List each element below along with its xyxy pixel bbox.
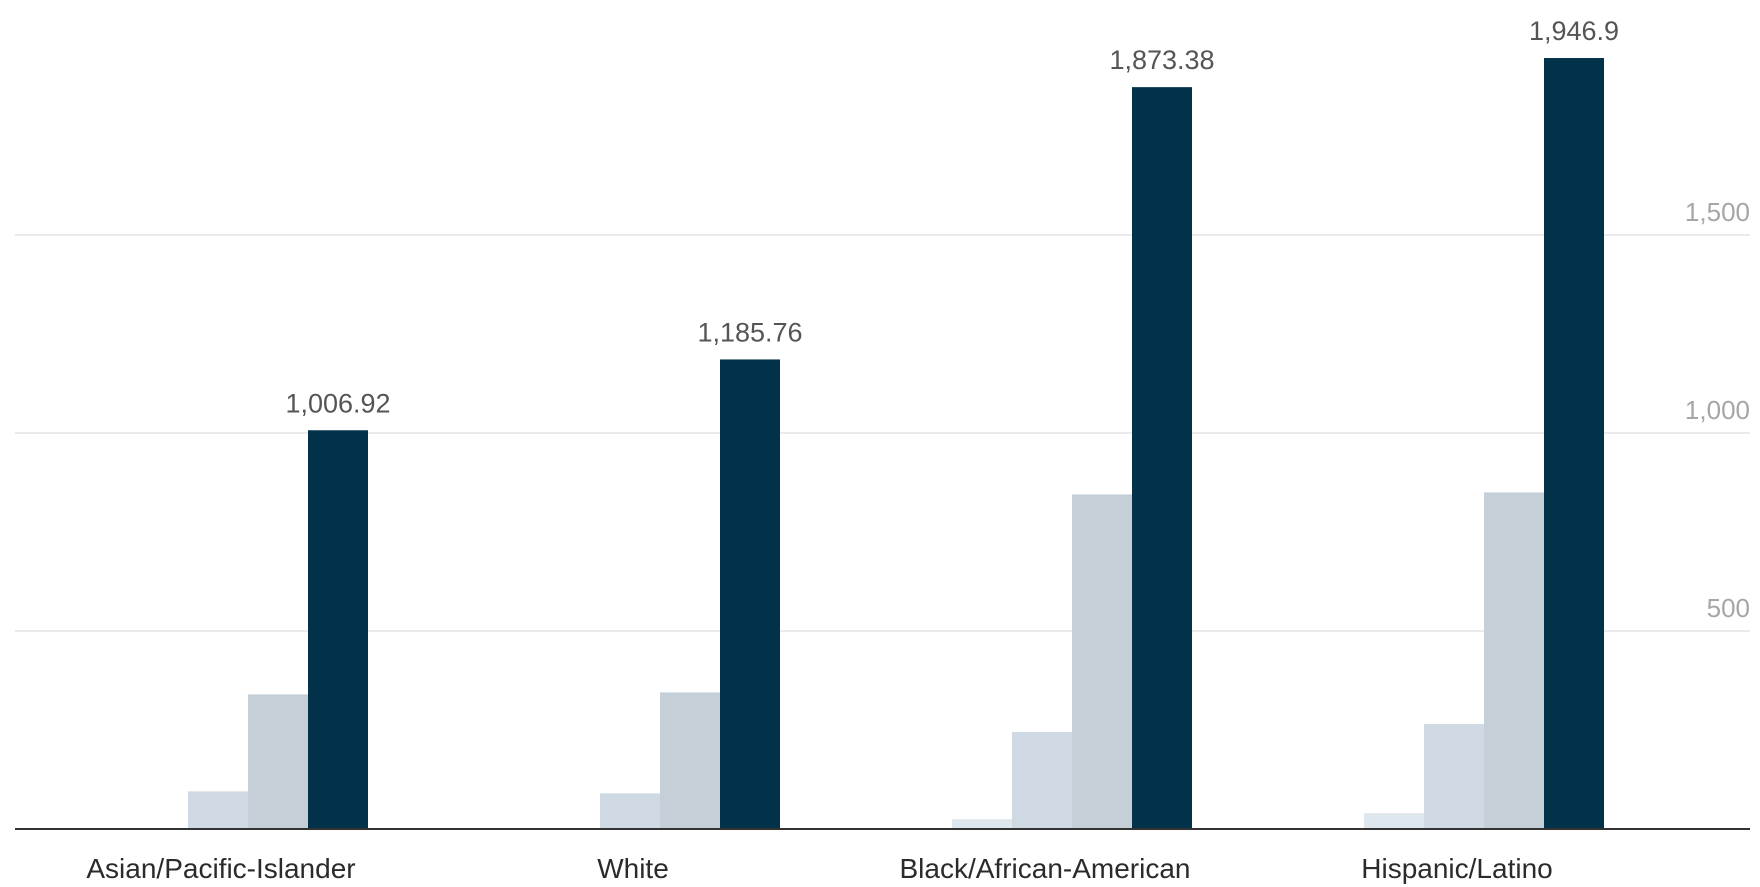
bar xyxy=(1484,492,1544,829)
bars xyxy=(128,58,1604,830)
y-tick-label: 1,500 xyxy=(1685,197,1750,227)
data-label: 1,185.76 xyxy=(697,317,802,347)
bar xyxy=(952,819,1012,829)
x-tick-label: Asian/Pacific-Islander xyxy=(86,853,355,884)
gridlines xyxy=(15,234,1750,632)
bar xyxy=(248,694,308,829)
bar xyxy=(600,793,660,829)
x-tick-label: Hispanic/Latino xyxy=(1361,853,1552,884)
y-axis: 500 1,000 1,500 xyxy=(1685,197,1750,623)
data-label: 1,873.38 xyxy=(1109,45,1214,75)
bar xyxy=(308,430,368,829)
bar xyxy=(188,791,248,829)
x-tick-label: White xyxy=(597,853,669,884)
data-label: 1,006.92 xyxy=(285,388,390,418)
x-axis: Asian/Pacific-Islander White Black/African… xyxy=(15,828,1750,884)
y-tick-label: 1,000 xyxy=(1685,395,1750,425)
bar xyxy=(1424,724,1484,829)
bar xyxy=(1364,813,1424,829)
data-labels: 1,006.92 1,185.76 1,873.38 1,946.9 xyxy=(285,16,1619,418)
bar xyxy=(720,359,780,829)
data-label: 1,946.9 xyxy=(1529,16,1619,46)
bar xyxy=(1132,87,1192,829)
x-tick-label: Black/African-American xyxy=(900,853,1191,884)
bar xyxy=(1544,58,1604,830)
bar xyxy=(1072,494,1132,829)
bar xyxy=(1012,731,1072,829)
y-tick-label: 500 xyxy=(1707,593,1750,623)
bar xyxy=(660,692,720,829)
